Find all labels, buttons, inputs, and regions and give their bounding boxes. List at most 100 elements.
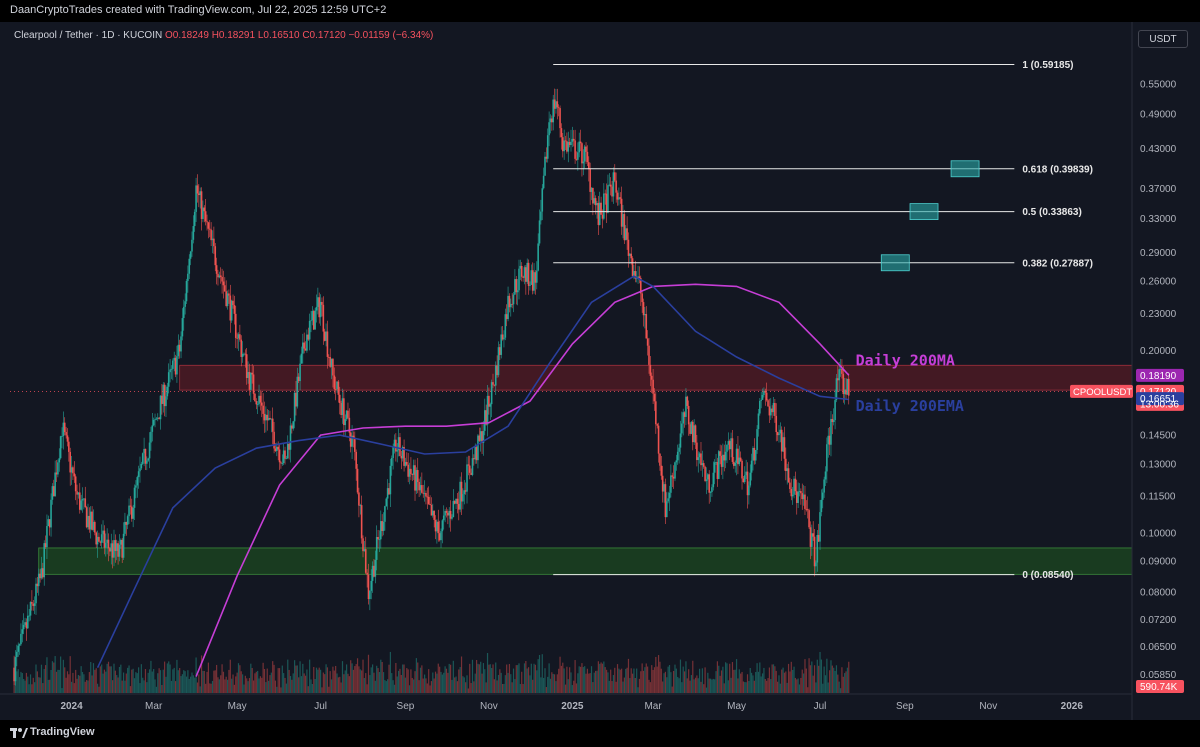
volume-bar bbox=[202, 670, 204, 693]
volume-bar bbox=[824, 675, 827, 693]
volume-bar bbox=[13, 677, 15, 693]
candle bbox=[652, 379, 654, 394]
volume-bar bbox=[746, 674, 749, 693]
volume-bar bbox=[91, 675, 93, 693]
volume-bar bbox=[454, 677, 456, 693]
volume-bar bbox=[96, 683, 99, 693]
volume-bar bbox=[192, 675, 194, 693]
candle bbox=[483, 410, 486, 431]
volume-bar bbox=[582, 667, 584, 693]
candle bbox=[416, 470, 419, 482]
volume-bar bbox=[444, 666, 446, 693]
volume-bar bbox=[460, 656, 463, 693]
candle bbox=[326, 331, 329, 357]
tradingview-logo-icon bbox=[10, 728, 28, 738]
time-tick-label: 2024 bbox=[60, 701, 83, 712]
fib-target-box bbox=[880, 254, 910, 272]
candle bbox=[445, 510, 448, 513]
candle bbox=[682, 412, 684, 424]
volume-bar bbox=[250, 663, 252, 693]
candle bbox=[493, 384, 496, 386]
volume-bar bbox=[741, 671, 743, 693]
volume-bar bbox=[671, 686, 673, 693]
volume-bar bbox=[53, 662, 55, 693]
candle-countdown: 13:00:36 bbox=[1140, 399, 1179, 410]
volume-bar bbox=[798, 684, 801, 693]
volume-bar bbox=[730, 677, 732, 693]
volume-bar bbox=[232, 674, 234, 693]
volume-bar bbox=[257, 670, 259, 693]
candle bbox=[552, 99, 555, 123]
volume-bar bbox=[467, 688, 469, 693]
candle bbox=[733, 461, 735, 466]
volume-bar bbox=[480, 661, 482, 693]
volume-bar bbox=[242, 674, 244, 693]
candle bbox=[83, 498, 85, 500]
candle bbox=[596, 202, 598, 206]
candle bbox=[432, 510, 434, 516]
candle bbox=[488, 395, 490, 407]
volume-bar bbox=[469, 663, 471, 693]
candle bbox=[271, 418, 274, 432]
candle bbox=[87, 515, 89, 528]
volume-bar bbox=[831, 665, 833, 693]
candle bbox=[147, 458, 149, 461]
candle bbox=[274, 448, 277, 451]
volume-bar bbox=[388, 664, 390, 693]
candle bbox=[137, 471, 140, 478]
volume-bar bbox=[283, 673, 285, 693]
volume-bar bbox=[382, 672, 385, 693]
price-tick-label: 0.10000 bbox=[1140, 529, 1177, 540]
candle bbox=[141, 453, 144, 464]
candle bbox=[696, 442, 698, 461]
candle bbox=[778, 433, 780, 436]
candle bbox=[296, 376, 299, 407]
volume-bar bbox=[742, 681, 745, 693]
volume-bar bbox=[184, 671, 186, 693]
volume-bar bbox=[118, 666, 121, 693]
candle bbox=[442, 515, 445, 521]
candle bbox=[20, 633, 22, 645]
volume-bar bbox=[507, 672, 509, 693]
price-tick-label: 0.11500 bbox=[1140, 492, 1176, 503]
volume-bar bbox=[697, 678, 699, 693]
candle bbox=[94, 521, 96, 533]
candle bbox=[95, 532, 98, 545]
candle bbox=[118, 544, 121, 557]
volume-bar bbox=[278, 668, 281, 693]
volume-bar bbox=[224, 679, 226, 693]
candle bbox=[182, 306, 185, 319]
price-label-bg bbox=[1136, 392, 1184, 406]
candle bbox=[404, 462, 407, 466]
volume-bar bbox=[188, 678, 190, 693]
volume-bar bbox=[373, 672, 375, 693]
volume-bar bbox=[673, 670, 675, 693]
volume-bar bbox=[343, 674, 345, 693]
volume-bar bbox=[757, 671, 760, 693]
volume-bar bbox=[779, 683, 781, 693]
candle bbox=[98, 536, 100, 542]
candle bbox=[72, 467, 74, 474]
volume-bar bbox=[346, 664, 348, 693]
currency-button[interactable]: USDT bbox=[1138, 30, 1188, 48]
volume-bar bbox=[254, 673, 256, 693]
candle bbox=[80, 500, 82, 510]
candle bbox=[742, 478, 745, 483]
symbol-info[interactable]: Clearpool / Tether · 1D · KUCOIN O0.1824… bbox=[14, 30, 433, 41]
volume-bar bbox=[465, 682, 467, 693]
volume-bar bbox=[837, 674, 839, 693]
volume-bar bbox=[363, 677, 365, 693]
candle bbox=[451, 517, 453, 519]
volume-bar bbox=[29, 674, 32, 693]
volume-bar bbox=[46, 657, 48, 693]
candle bbox=[473, 458, 475, 460]
candle bbox=[292, 421, 295, 429]
volume-bar bbox=[400, 675, 402, 693]
volume-bar bbox=[159, 670, 162, 693]
candle bbox=[765, 392, 768, 401]
candle bbox=[444, 510, 446, 516]
candle bbox=[698, 453, 701, 458]
candle bbox=[155, 418, 158, 420]
candle bbox=[351, 435, 353, 447]
